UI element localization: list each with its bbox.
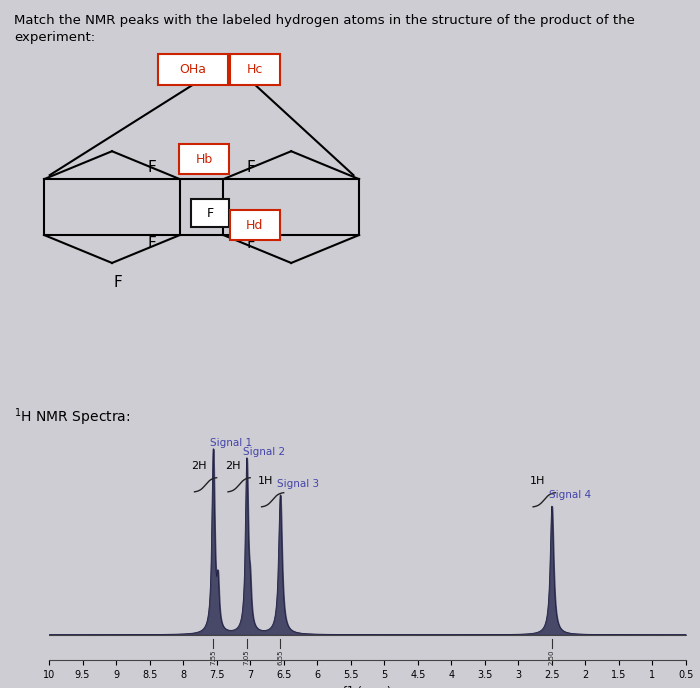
- Text: Hc: Hc: [246, 63, 263, 76]
- Text: experiment:: experiment:: [14, 31, 95, 44]
- FancyBboxPatch shape: [179, 144, 230, 174]
- Text: Match the NMR peaks with the labeled hydrogen atoms in the structure of the prod: Match the NMR peaks with the labeled hyd…: [14, 14, 635, 27]
- FancyBboxPatch shape: [230, 211, 280, 240]
- Text: Signal 2: Signal 2: [244, 447, 286, 457]
- Text: 1H: 1H: [530, 476, 545, 486]
- Text: Hb: Hb: [196, 153, 213, 166]
- Text: F: F: [206, 206, 214, 219]
- Text: F: F: [113, 275, 122, 290]
- Text: Signal 1: Signal 1: [210, 438, 252, 449]
- Text: 6.55: 6.55: [277, 649, 284, 665]
- Text: F: F: [148, 235, 156, 250]
- Text: Signal 3: Signal 3: [277, 479, 319, 489]
- Text: F: F: [247, 235, 256, 250]
- FancyBboxPatch shape: [190, 200, 230, 227]
- FancyBboxPatch shape: [158, 54, 228, 85]
- Text: OHa: OHa: [180, 63, 206, 76]
- Text: Hd: Hd: [246, 219, 263, 232]
- Text: $^{1}$H NMR Spectra:: $^{1}$H NMR Spectra:: [14, 406, 130, 427]
- Text: 2H: 2H: [225, 461, 240, 471]
- Text: 2.50: 2.50: [549, 649, 555, 665]
- Text: F: F: [148, 160, 156, 175]
- X-axis label: f1 (ppm): f1 (ppm): [344, 686, 391, 688]
- Text: 7.05: 7.05: [244, 649, 250, 665]
- Text: 2H: 2H: [191, 461, 206, 471]
- Text: 1H: 1H: [258, 476, 274, 486]
- FancyBboxPatch shape: [230, 54, 280, 85]
- Text: F: F: [247, 160, 256, 175]
- Text: Signal 4: Signal 4: [549, 490, 591, 499]
- Text: 7.55: 7.55: [210, 649, 216, 665]
